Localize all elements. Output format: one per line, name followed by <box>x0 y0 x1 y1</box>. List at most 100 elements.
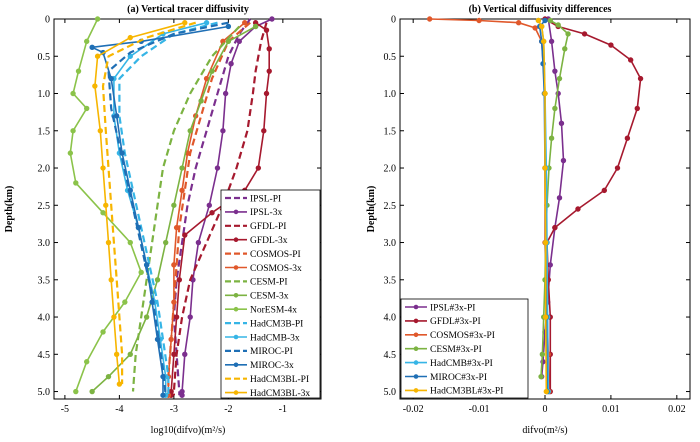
x-tick-label: -3 <box>170 404 178 415</box>
legend-label: IPSL-PI <box>250 194 281 204</box>
y-tick-label: 0.5 <box>38 52 51 63</box>
data-point <box>135 224 142 231</box>
data-point <box>67 150 74 156</box>
data-point <box>225 23 232 30</box>
data-point <box>92 83 98 89</box>
data-point <box>552 224 558 231</box>
data-point <box>103 202 109 208</box>
legend-label: CESM-PI <box>250 278 287 288</box>
data-point <box>187 128 193 134</box>
legend-marker <box>413 332 419 338</box>
data-point <box>228 61 234 67</box>
data-point <box>179 392 185 398</box>
series-hadcm3bl-pi <box>101 21 197 385</box>
data-point <box>176 277 183 283</box>
data-point <box>548 135 555 141</box>
series-line <box>167 22 246 396</box>
data-point <box>113 113 120 119</box>
legend-label: GFDL#3x-PI <box>430 317 481 327</box>
data-point <box>601 187 608 194</box>
data-point <box>542 90 548 97</box>
data-point <box>542 314 549 320</box>
legend-marker <box>233 390 239 395</box>
y-tick-label: 2.5 <box>38 201 51 212</box>
series-miroc-3x <box>89 23 232 398</box>
data-point <box>624 135 631 141</box>
data-point <box>160 392 166 398</box>
y-tick-label: 0 <box>45 15 50 26</box>
y-tick-label: 1.5 <box>384 126 397 137</box>
y-tick-label: 4.0 <box>384 313 397 324</box>
x-tick-label: -4 <box>115 404 123 415</box>
legend-label: GFDL-PI <box>250 222 286 232</box>
data-point <box>581 31 588 37</box>
legend-marker <box>413 388 419 393</box>
series-miroc-pi <box>107 21 229 396</box>
legend-marker <box>413 360 419 365</box>
data-point <box>108 277 114 283</box>
x-tick-label: -0.01 <box>469 404 490 415</box>
data-point <box>198 98 204 104</box>
data-point <box>203 20 210 26</box>
series-line <box>131 25 241 392</box>
data-point <box>163 239 169 246</box>
data-point <box>542 239 549 246</box>
data-point <box>547 262 553 268</box>
data-point <box>100 210 106 216</box>
legend-label: IPSL#3x-PI <box>430 303 475 313</box>
data-point <box>127 187 133 194</box>
panel-b-legend: IPSL#3x-PI GFDL#3x-PI COSMOS#3x-PI CESM#3x-… <box>400 298 529 399</box>
legend-marker <box>413 304 419 310</box>
data-point <box>515 20 522 26</box>
panel-a-legend: IPSL-PI IPSL-3x GFDL-PI GFDL-3x COSMOS-PI COS… <box>220 189 321 399</box>
data-point <box>127 351 133 357</box>
data-point <box>565 31 571 37</box>
panel-a-ticks: -5 -4 -3 -2 -1 0 0.5 1.0 1.5 2.0 2.5 3.0 3.5 4.0 4.5 5.… <box>38 15 321 415</box>
data-point <box>552 68 558 74</box>
legend-label: HadCM3BL-PI <box>250 375 309 385</box>
data-point <box>149 299 155 305</box>
data-point <box>225 38 232 45</box>
data-point <box>540 38 547 45</box>
x-tick-label: 0.02 <box>668 404 686 415</box>
data-point <box>143 262 150 268</box>
legend-label: GFDL-3x <box>250 236 288 246</box>
data-point <box>266 46 272 52</box>
data-point <box>535 17 542 24</box>
data-point <box>94 16 101 22</box>
y-tick-label: 5.0 <box>384 387 397 398</box>
data-point <box>73 180 79 186</box>
legend-marker <box>233 306 239 312</box>
data-point <box>426 16 433 22</box>
data-point <box>575 206 581 212</box>
y-tick-label: 1.0 <box>384 89 397 100</box>
data-point <box>542 17 548 24</box>
data-point <box>116 381 123 387</box>
y-tick-label: 4.5 <box>38 350 51 361</box>
data-point <box>543 388 550 395</box>
legend-label: MIROC-3x <box>250 361 294 371</box>
series-line <box>118 21 218 396</box>
series-line <box>94 21 186 385</box>
data-point <box>538 373 544 380</box>
series-noresm-4x <box>67 16 144 395</box>
legend-marker <box>413 318 419 324</box>
y-tick-label: 2.5 <box>384 201 397 212</box>
data-point <box>195 239 202 246</box>
legend-label: CESM-3x <box>250 292 289 302</box>
data-point <box>89 44 95 51</box>
legend-label: HadCM3BL-3x <box>250 389 310 399</box>
legend-label: IPSL-3x <box>250 208 282 218</box>
y-tick-label: 1.5 <box>38 126 51 137</box>
legend-marker <box>233 209 239 215</box>
data-point <box>637 75 644 82</box>
data-point <box>127 34 133 41</box>
data-point <box>97 128 104 134</box>
panel-b-xlabel: difvo(m²/s) <box>522 425 567 436</box>
panel-b: (b) Vertical diffusivity differences -0.… <box>366 4 691 436</box>
data-point <box>222 90 229 97</box>
data-point <box>547 17 553 24</box>
y-tick-label: 2.0 <box>38 164 51 175</box>
legend-label: NorESM-4x <box>250 306 297 316</box>
series-line <box>167 21 251 396</box>
